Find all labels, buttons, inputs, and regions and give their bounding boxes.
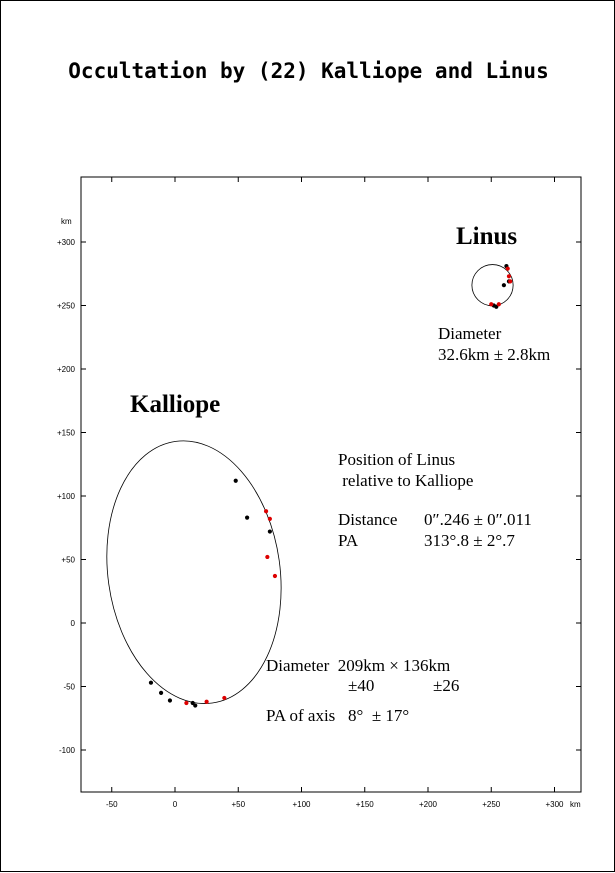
kalliope-chord-point	[193, 703, 198, 708]
x-tick-label: +150	[356, 800, 375, 809]
x-tick-label: -50	[106, 800, 118, 809]
linus-diameter-value: 32.6km ± 2.8km	[438, 345, 550, 364]
linus-chord-point	[508, 279, 513, 284]
x-tick-label: +250	[482, 800, 501, 809]
y-tick-label: +50	[61, 556, 75, 565]
position-heading-2: relative to Kalliope	[338, 471, 473, 490]
linus-chord-point	[489, 302, 494, 307]
kalliope-error-a: ±40	[348, 676, 374, 695]
chart-title: Occultation by (22) Kalliope and Linus	[68, 59, 549, 83]
kalliope-chord-point	[184, 700, 189, 706]
kalliope-chord-point	[158, 690, 164, 695]
kalliope-pa-axis: PA of axis 8° ± 17°	[266, 706, 409, 725]
kalliope-chord-point	[148, 680, 154, 685]
plot-frame	[80, 176, 582, 793]
distance-value: 0″.246 ± 0″.011	[424, 510, 532, 529]
kalliope-chord-point	[204, 699, 209, 704]
axis-ticks	[81, 177, 581, 792]
kalliope-chord-point	[265, 554, 270, 560]
kalliope-chord-point	[272, 573, 278, 579]
kalliope-chord-point	[222, 695, 227, 701]
x-tick-label: 0	[173, 800, 178, 809]
x-axis-unit: km	[570, 800, 581, 809]
chord-points	[148, 264, 513, 708]
linus-chord-point	[496, 302, 501, 307]
y-tick-label: +150	[57, 429, 76, 438]
y-tick-label: +250	[57, 302, 76, 311]
x-tick-label: +100	[292, 800, 311, 809]
linus-chord-point	[506, 274, 512, 279]
x-tick-label: +50	[231, 800, 245, 809]
linus-chord-point	[494, 304, 499, 309]
kalliope-chord-point	[190, 700, 195, 706]
linus-diameter-label: Diameter	[438, 324, 502, 343]
axis-tick-labels: -50 0 +50 +100 +150 +200 +250 +300 -100 -50 0 +50 +1…	[57, 238, 564, 809]
y-tick-label: -50	[63, 683, 75, 692]
linus-circle	[471, 264, 514, 307]
linus-label: Linus	[456, 223, 517, 250]
kalliope-chord-point	[267, 529, 272, 534]
kalliope-label: Kalliope	[130, 391, 220, 418]
pa-value: 313°.8 ± 2°.7	[424, 531, 515, 550]
kalliope-ellipse	[106, 440, 282, 704]
y-tick-label: +200	[57, 365, 76, 374]
y-axis-unit: km	[61, 217, 72, 226]
linus-chord-point	[501, 283, 506, 288]
kalliope-chord-point	[233, 478, 238, 483]
y-tick-label: +300	[57, 238, 76, 247]
linus-chord-point	[505, 266, 510, 271]
kalliope-error-b: ±26	[433, 676, 459, 695]
distance-label: Distance	[338, 510, 397, 529]
kalliope-chord-point	[267, 516, 272, 521]
y-tick-label: +100	[57, 492, 76, 501]
y-tick-label: 0	[71, 619, 76, 628]
pa-label: PA	[338, 531, 359, 550]
x-tick-label: +200	[419, 800, 438, 809]
kalliope-chord-point	[245, 515, 250, 520]
x-tick-label: +300	[545, 800, 564, 809]
kalliope-chord-point	[167, 698, 173, 703]
position-heading-1: Position of Linus	[338, 450, 455, 469]
y-tick-label: -100	[59, 746, 76, 755]
kalliope-diameter: Diameter 209km × 136km	[266, 656, 450, 675]
kalliope-chord-point	[263, 509, 269, 514]
